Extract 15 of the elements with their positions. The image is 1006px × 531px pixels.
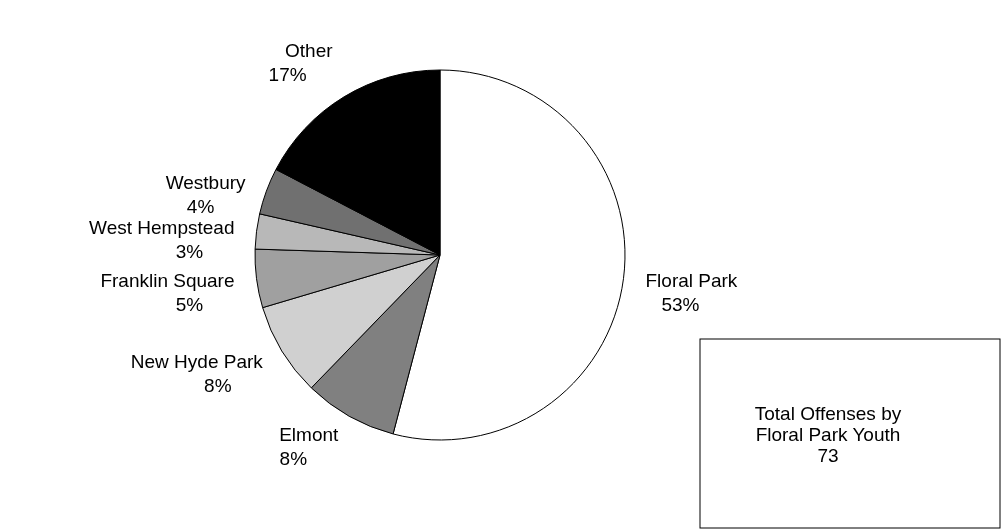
data-label: 8% [279,447,308,469]
slice-label: New Hyde Park [130,351,264,373]
text: Total Offenses by Floral Park Youth 73 [754,403,902,466]
slice-label: Other [285,39,334,61]
slice-label: Floral Park [645,270,738,292]
data-label: 4% [186,195,215,217]
slice-label: Elmont [279,424,340,446]
data-label: 3% [175,240,204,262]
slice-label: Westbury [165,172,247,194]
data-label: 8% [204,374,232,396]
slice-label: Franklin Square [100,270,235,292]
slice-label: West Hempstead [89,217,235,239]
data-label: 5% [175,293,204,315]
data-label: 17% [268,63,307,85]
data-label: 53% [661,293,700,315]
